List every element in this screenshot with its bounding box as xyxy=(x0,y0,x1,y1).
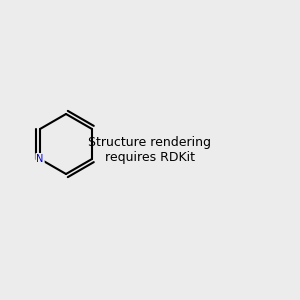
Text: N: N xyxy=(36,154,44,164)
Text: Structure rendering
requires RDKit: Structure rendering requires RDKit xyxy=(88,136,212,164)
